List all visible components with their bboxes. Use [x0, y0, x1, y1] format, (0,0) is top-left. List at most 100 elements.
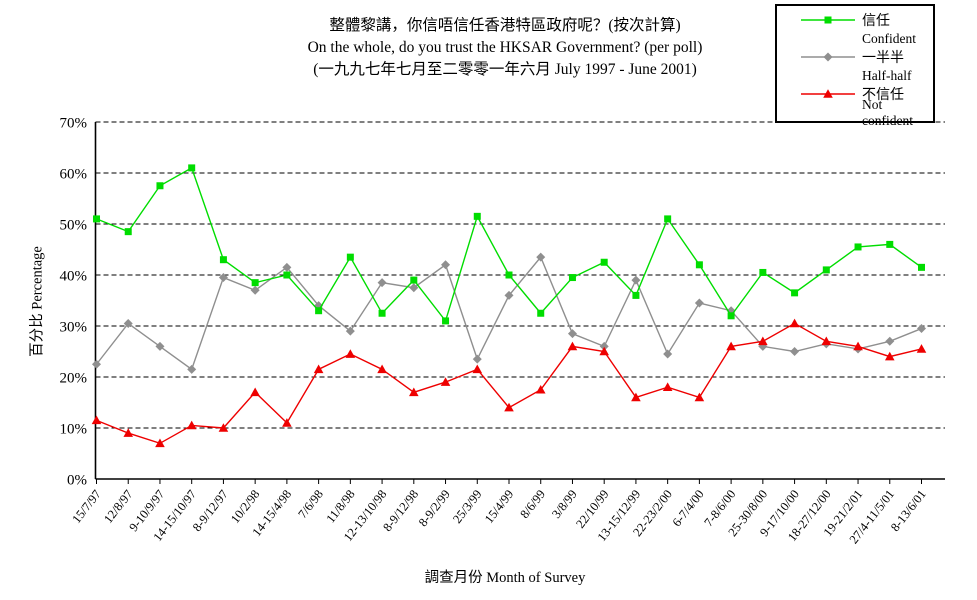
y-tick-label: 30% — [60, 320, 88, 336]
chart-title: 整體黎講，你信唔信任香港特區政府呢？(按次計算) On the whole, d… — [30, 15, 977, 81]
x-tick-labels: 15/7/9712/8/979-10/9/9714-15/10/978-9/12… — [69, 487, 929, 546]
data-point — [758, 336, 768, 346]
data-point — [156, 182, 164, 190]
data-point — [188, 164, 196, 172]
data-point — [283, 271, 291, 279]
data-point — [664, 215, 672, 223]
series-confident — [93, 164, 925, 325]
data-point — [823, 89, 833, 98]
data-point — [186, 420, 197, 430]
series-half-half — [92, 252, 926, 374]
data-point — [410, 276, 418, 284]
chart-title-period: (一九九七年七月至二零零一年六月 July 1997 - June 2001) — [313, 61, 697, 78]
data-point — [315, 307, 323, 315]
data-point — [791, 289, 799, 297]
data-point — [218, 423, 229, 432]
chart-title-chinese: 整體黎講，你信唔信任香港特區政府呢？(按次計算) — [329, 17, 681, 34]
data-point — [663, 349, 673, 359]
legend-label-not-confident-en: Not confident — [862, 96, 913, 128]
data-point — [885, 336, 895, 346]
data-point — [124, 228, 132, 236]
x-axis-title: 調查月份 Month of Survey — [424, 570, 586, 586]
x-tick-label: 15/4/99 — [482, 487, 517, 526]
legend-label-confident-zh: 信任 — [862, 14, 890, 29]
data-point — [473, 212, 481, 220]
data-point — [155, 341, 165, 351]
data-point — [93, 215, 100, 223]
data-point — [251, 279, 259, 287]
data-point — [155, 438, 165, 448]
data-point — [442, 317, 450, 325]
data-point — [631, 275, 641, 285]
data-point — [631, 392, 641, 402]
data-point — [886, 240, 894, 248]
data-point — [92, 359, 101, 369]
data-point — [789, 318, 800, 328]
data-point — [282, 418, 292, 427]
data-point — [378, 309, 386, 317]
y-tick-label: 70% — [60, 116, 88, 132]
data-point — [694, 392, 705, 402]
x-tick-label: 3/8/99 — [549, 487, 580, 521]
data-point — [918, 263, 925, 271]
legend-item-not-confident: 不信任 — [777, 85, 933, 103]
data-point — [727, 312, 735, 320]
data-point — [821, 336, 832, 346]
data-point — [759, 268, 767, 276]
data-point — [472, 354, 482, 364]
legend-label-half-half-zh: 一半半 — [862, 51, 904, 66]
data-point — [600, 258, 608, 266]
data-point — [377, 278, 387, 288]
legend-item-half-half: 一半半 — [777, 48, 933, 66]
y-tick-labels: 0% 10% 20% 30% 40% 50% 60% 70% — [60, 116, 88, 489]
data-point — [599, 346, 609, 356]
data-point — [345, 349, 356, 358]
data-point — [187, 364, 197, 374]
data-point — [282, 262, 292, 272]
y-tick-label: 60% — [60, 167, 88, 183]
y-tick-label: 20% — [60, 371, 88, 387]
y-axis-title: 百分比 Percentage — [29, 246, 46, 357]
data-point — [472, 364, 483, 374]
legend-item-confident: 信任 — [777, 11, 933, 29]
data-point — [790, 347, 800, 356]
chart-title-english: On the whole, do you trust the HKSAR Gov… — [307, 39, 703, 56]
y-tick-label: 50% — [60, 218, 88, 234]
data-point — [250, 387, 260, 397]
data-point — [123, 428, 134, 437]
data-point — [917, 324, 926, 334]
half-half-series-marker-icon — [801, 52, 855, 62]
data-point — [695, 261, 703, 269]
data-point — [537, 309, 545, 317]
legend: 信任 Confident 一半半 Half-half 不信任 Not confi… — [775, 4, 935, 128]
confident-series-marker-icon — [801, 16, 855, 24]
data-point — [853, 341, 863, 351]
data-point — [313, 364, 324, 374]
data-point — [505, 271, 513, 279]
not-confident-series-marker-icon — [801, 89, 855, 98]
data-point — [409, 387, 419, 397]
data-point — [250, 285, 260, 295]
data-point — [504, 402, 514, 412]
data-point — [568, 274, 576, 282]
data-point — [91, 415, 102, 425]
y-tick-label: 40% — [60, 269, 88, 285]
x-tick-label: 25/3/99 — [450, 487, 485, 526]
x-tick-label: 8/6/99 — [517, 487, 548, 521]
y-tick-label: 0% — [67, 473, 87, 489]
data-point — [824, 16, 832, 24]
data-point — [409, 283, 419, 293]
data-point — [535, 384, 546, 394]
x-tick-label: 7/6/98 — [295, 487, 326, 521]
data-point — [916, 344, 927, 353]
data-point — [123, 318, 133, 328]
series-not-confident — [91, 318, 927, 448]
data-point — [536, 252, 546, 262]
data-point — [726, 341, 736, 351]
data-point — [694, 298, 704, 308]
x-tick-label: 15/7/97 — [69, 487, 104, 526]
legend-label-half-half-en: Half-half — [862, 67, 912, 83]
data-point — [567, 341, 578, 351]
data-point — [219, 256, 227, 264]
